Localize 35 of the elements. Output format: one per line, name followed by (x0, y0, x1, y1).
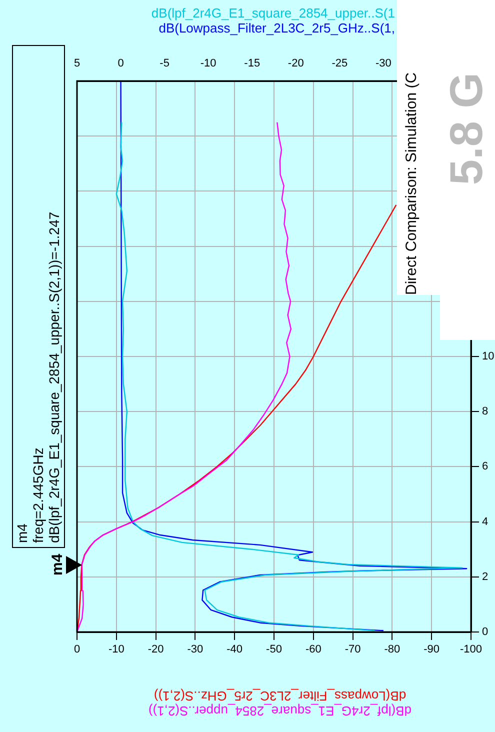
text: freq=2.445GHz (30, 446, 46, 542)
x2-tick-label: -25 (332, 57, 348, 70)
x2-tick-label: -10 (200, 57, 216, 70)
x-tick-label: -80 (384, 644, 400, 656)
x2-tick-label: 5 (74, 57, 80, 70)
text: dB(Lowpass_Filter_2L3C_2r5_GHz..S(2,1)) (154, 688, 406, 704)
x-tick-label: -20 (148, 644, 164, 656)
x-tick-label: -40 (226, 644, 243, 656)
x-tick-label: -70 (344, 644, 361, 656)
text: dB(Lowpass_Filter_2L3C_2r5_GHz..S(1, (158, 20, 395, 36)
x-tick-label: -50 (266, 644, 282, 656)
x-tick-label: -60 (305, 644, 322, 656)
annotation: m4 (49, 553, 66, 576)
y-tick-label: 4 (482, 516, 488, 528)
x2-tick-label: 0 (118, 57, 124, 70)
y-tick-label: 6 (482, 460, 488, 473)
text: m4 (14, 522, 30, 542)
text: dB(lpf_2r4G_E1_square_2854_upper..S(2,1))=-1.247 (46, 210, 62, 542)
x-tick-label: -90 (424, 644, 440, 656)
y-tick-label: 2 (482, 570, 488, 583)
x-tick-label: -10 (108, 644, 124, 656)
x-tick-label: -100 (460, 644, 482, 656)
x2-tick-label: -15 (244, 57, 260, 70)
x2-tick-label: -30 (375, 57, 392, 70)
y-tick-label: 0 (482, 626, 488, 638)
annotation: 5.8 G (439, 71, 493, 185)
x2-tick-label: -20 (288, 57, 304, 70)
y-tick-label: 8 (482, 406, 488, 418)
text: dB(lpf_2r4G_E1_square_2854_upper..S(1 (151, 6, 395, 21)
x-tick-label: 0 (74, 644, 80, 656)
annotation: Direct Comparison: Simulation (C (402, 71, 421, 295)
x2-tick-label: -5 (160, 57, 170, 70)
text: dB(lpf_2r4G_E1_square_2854_upper..S(2,1)) (148, 703, 412, 718)
y-tick-label: 10 (482, 350, 494, 363)
x-tick-label: -30 (187, 644, 204, 656)
